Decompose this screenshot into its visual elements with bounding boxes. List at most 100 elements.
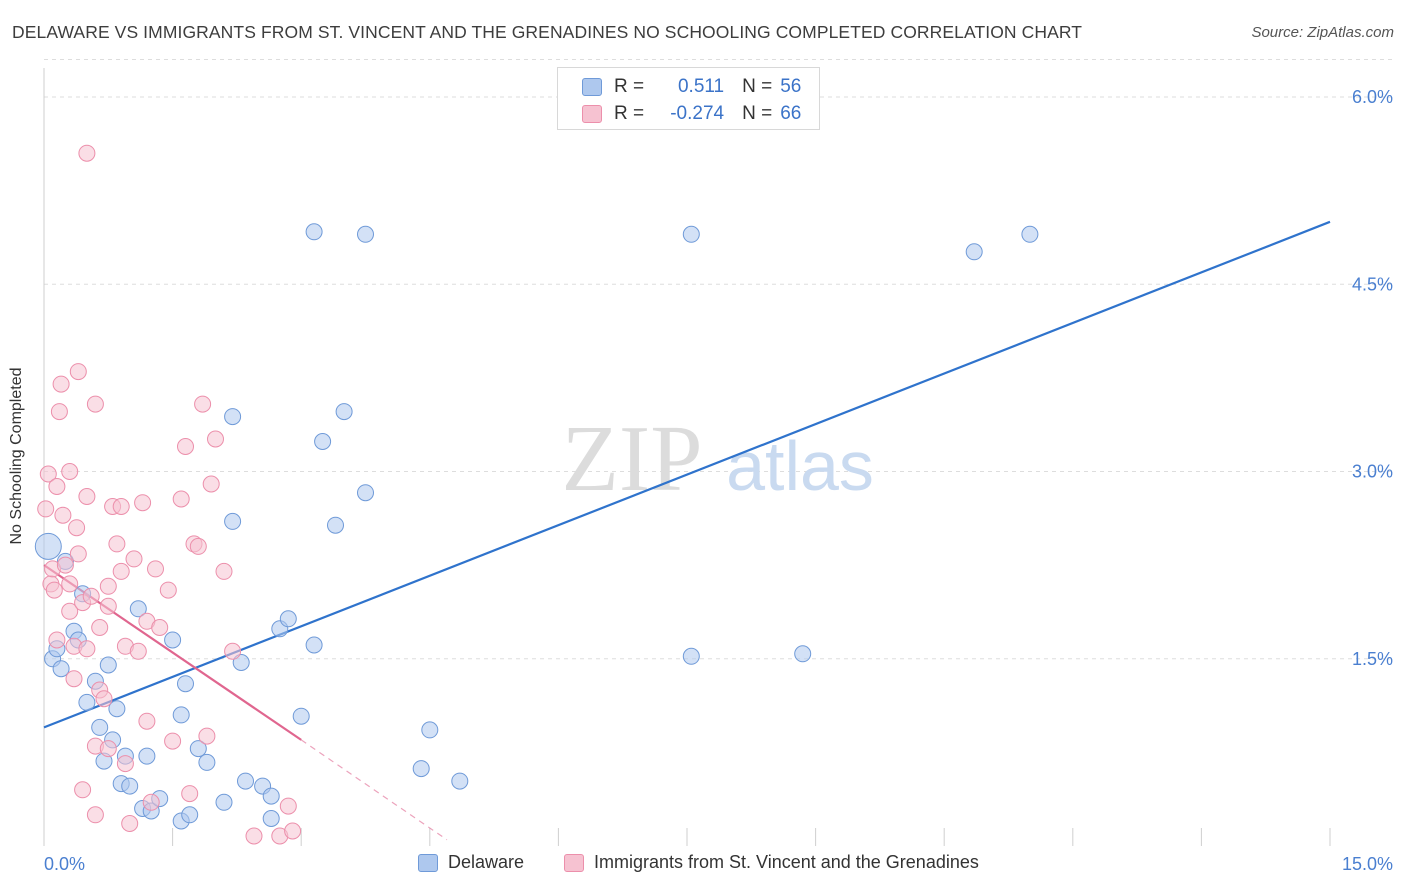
immigrants-point	[164, 732, 182, 750]
legend-r-label: R =	[614, 76, 645, 97]
delaware-point	[965, 243, 983, 261]
immigrants-point	[112, 498, 130, 515]
immigrants-point	[78, 640, 96, 658]
immigrants-point	[65, 670, 83, 688]
delaware-point	[682, 647, 700, 665]
legend-r-label: R =	[614, 103, 645, 124]
delaware-point	[262, 810, 280, 827]
immigrants-point	[95, 690, 113, 708]
delaware-point	[78, 693, 96, 711]
delaware-point	[224, 408, 242, 426]
delaware-point	[451, 772, 469, 790]
delaware-point	[279, 610, 297, 628]
immigrants-point	[61, 463, 79, 480]
watermark-zip: ZIP	[562, 407, 703, 511]
bottom-swatch-blue	[418, 853, 438, 872]
x-tick-label: 0.0%	[44, 854, 85, 874]
immigrants-point	[181, 785, 199, 803]
legend-r-value: -0.274	[670, 103, 725, 124]
delaware-point	[181, 806, 199, 824]
delaware-point	[794, 645, 812, 663]
immigrants-point	[86, 806, 104, 824]
immigrants-point	[189, 537, 207, 555]
immigrants-point	[74, 781, 92, 799]
delaware-point	[335, 403, 353, 421]
immigrants-point	[116, 755, 134, 773]
legend-row-immigrants: R = -0.274 N = 66	[582, 102, 801, 126]
immigrants-point	[37, 500, 55, 518]
immigrants-point	[177, 438, 194, 455]
immigrants-point	[54, 506, 72, 524]
delaware-point	[99, 656, 117, 674]
delaware-point	[421, 721, 439, 739]
y-tick-label: 4.5%	[1352, 274, 1393, 294]
watermark-atlas: atlas	[726, 427, 874, 505]
immigrants-point	[134, 494, 152, 512]
immigrants-point	[78, 144, 96, 162]
immigrants-point	[279, 797, 297, 815]
delaware-point	[189, 740, 207, 758]
legend-swatch-pink	[582, 105, 602, 123]
delaware-point	[1021, 225, 1039, 243]
legend-n-value: 56	[780, 76, 802, 97]
delaware-point	[198, 753, 216, 771]
immigrants-point	[99, 597, 117, 615]
immigrants-point	[138, 712, 156, 730]
delaware-point	[237, 772, 254, 790]
immigrants-point	[151, 619, 169, 636]
immigrants-point	[99, 740, 117, 758]
immigrants-point	[284, 822, 302, 840]
immigrants-point	[69, 363, 87, 381]
immigrants-point	[99, 577, 117, 595]
delaware-point	[682, 225, 700, 243]
y-tick-label: 6.0%	[1352, 87, 1393, 107]
x-tick-label: 15.0%	[1342, 854, 1393, 874]
delaware-point	[172, 706, 190, 724]
bottom-swatch-pink	[564, 853, 584, 872]
immigrants-point	[45, 581, 63, 599]
y-tick-label: 1.5%	[1352, 649, 1393, 669]
grid-lines	[44, 59, 1392, 660]
immigrants-point	[147, 560, 164, 578]
immigrants-point	[78, 488, 96, 505]
axes	[43, 68, 1331, 846]
delaware-trend-line	[43, 220, 1331, 729]
immigrants-point	[207, 430, 224, 448]
immigrants-point	[61, 602, 79, 620]
tick-labels: 1.5% 3.0% 4.5% 6.0% 0.0% 15.0%	[44, 87, 1393, 874]
delaware-point	[292, 707, 310, 725]
immigrants-point	[224, 642, 242, 660]
delaware-point	[305, 636, 323, 654]
delaware-point	[52, 660, 70, 678]
bottom-legend-label: Immigrants from St. Vincent and the Gren…	[594, 852, 979, 872]
delaware-point	[215, 793, 233, 811]
legend-row-delaware: R = 0.511 N = 56	[582, 75, 801, 99]
delaware-point	[262, 787, 280, 805]
delaware-point	[138, 747, 156, 765]
y-tick-label: 3.0%	[1352, 462, 1393, 482]
bottom-legend-delaware: Delaware	[418, 852, 524, 873]
immigrants-point	[61, 575, 79, 593]
immigrants-point	[48, 631, 66, 649]
delaware-point	[108, 700, 126, 718]
legend-n-label: N =	[742, 103, 773, 124]
immigrants-point	[108, 535, 126, 553]
immigrants-point	[215, 562, 233, 580]
immigrants-point	[112, 562, 130, 580]
immigrants-point	[159, 581, 177, 599]
legend-n-label: N =	[742, 76, 773, 97]
immigrants-trend-extension	[300, 739, 448, 841]
immigrants-point	[121, 815, 139, 832]
y-axis-label: No Schooling Completed	[8, 367, 25, 545]
immigrants-point	[142, 793, 160, 811]
source-credit: Source: ZipAtlas.com	[1251, 24, 1394, 41]
delaware-point	[224, 512, 242, 530]
immigrants-point	[172, 490, 190, 508]
correlation-legend: R = 0.511 N = 56 R = -0.274 N = 66	[557, 67, 820, 130]
immigrants-point	[50, 403, 68, 421]
immigrants-point	[52, 375, 70, 393]
delaware-point	[129, 600, 147, 618]
bottom-legend-immigrants: Immigrants from St. Vincent and the Gren…	[564, 852, 979, 873]
immigrants-point	[91, 619, 109, 636]
immigrants-point	[69, 545, 87, 563]
